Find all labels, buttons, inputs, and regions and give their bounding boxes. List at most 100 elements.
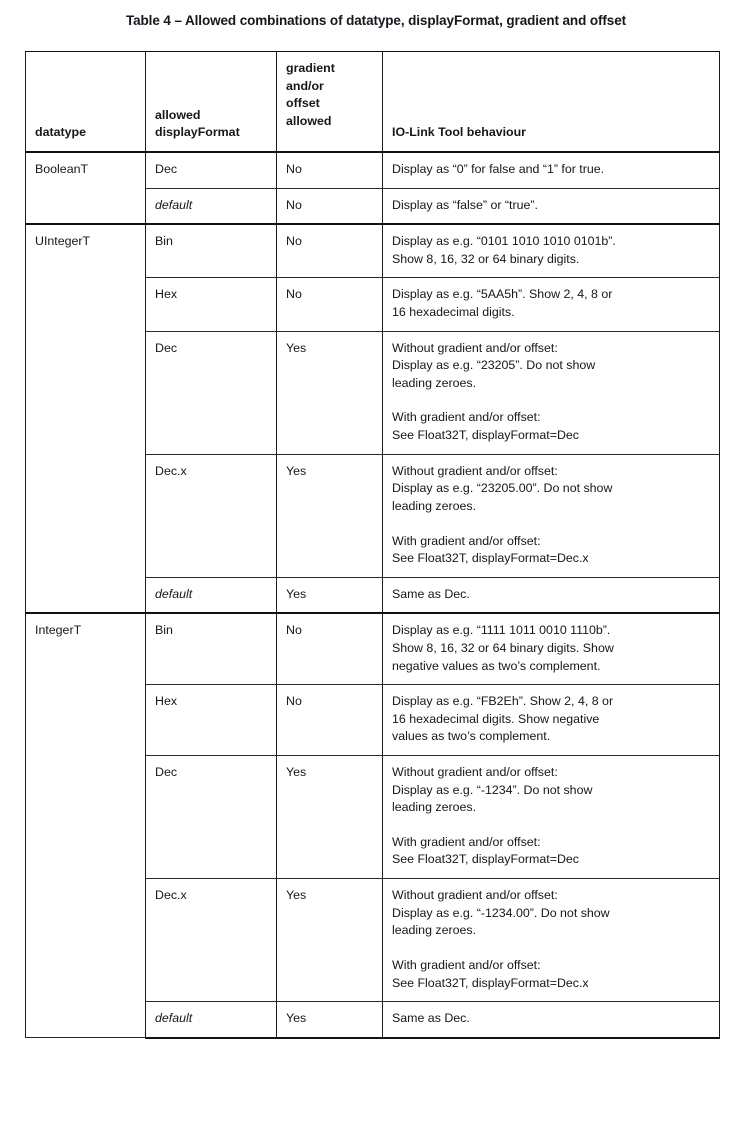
datatype-label: IntegerT — [35, 623, 82, 638]
behaviour-line: With gradient and/or offset: — [392, 533, 541, 548]
cell-display-format: Dec — [145, 151, 277, 189]
behaviour-line: Display as e.g. “-1234”. Do not show — [392, 782, 593, 797]
gradient-allowed-value: Yes — [286, 765, 307, 780]
behaviour-paragraph: Display as “0” for false and “1” for tru… — [392, 161, 710, 179]
cell-tool-behaviour: Without gradient and/or offset: Display a… — [382, 453, 720, 578]
behaviour-line: See Float32T, displayFormat=Dec — [392, 428, 579, 443]
display-format-label: Dec — [155, 765, 178, 780]
cell-datatype: IntegerT — [25, 612, 146, 1039]
display-format-label: Dec — [155, 340, 178, 355]
datatype-label: UIntegerT — [35, 234, 91, 249]
display-format-label: default — [155, 197, 193, 212]
cell-display-format: default — [145, 576, 277, 614]
behaviour-paragraph: Without gradient and/or offset: Display a… — [392, 340, 710, 393]
behaviour-line: Same as Dec. — [392, 1011, 470, 1026]
column-header-datatype-label: datatype — [35, 125, 86, 140]
behaviour-paragraph: With gradient and/or offset: See Float32T… — [392, 957, 710, 992]
behaviour-line: negative values as two’s complement. — [392, 658, 601, 673]
behaviour-line: leading zeroes. — [392, 498, 477, 513]
display-format-label: Bin — [155, 234, 173, 249]
gradient-allowed-value: No — [286, 162, 302, 176]
table-row: default Yes Same as Dec. — [26, 576, 720, 614]
gradient-allowed-value: No — [286, 287, 302, 302]
gradient-allowed-value: No — [286, 197, 302, 212]
gradient-allowed-value: Yes — [286, 340, 307, 355]
cell-gradient-allowed: Yes — [276, 330, 383, 455]
behaviour-line: Without gradient and/or offset: — [392, 765, 558, 780]
gradient-allowed-value: Yes — [286, 586, 307, 601]
behaviour-line: Display as e.g. “FB2Eh”. Show 2, 4, 8 or — [392, 694, 614, 709]
gradient-allowed-value: Yes — [286, 463, 307, 478]
display-format-label: Dec.x — [155, 888, 187, 903]
cell-gradient-allowed: Yes — [276, 453, 383, 578]
behaviour-paragraph: Display as e.g. “5AA5h”. Show 2, 4, 8 or… — [392, 286, 710, 321]
header-line: displayFormat — [155, 125, 240, 140]
header-line: allowed — [155, 107, 201, 122]
cell-tool-behaviour: Display as e.g. “FB2Eh”. Show 2, 4, 8 or… — [382, 684, 720, 757]
display-format-label: default — [155, 586, 193, 601]
cell-tool-behaviour: Without gradient and/or offset: Display a… — [382, 330, 720, 455]
behaviour-line: Display as e.g. “0101 1010 1010 0101b”. — [392, 234, 616, 249]
column-header-displayformat: allowed displayFormat — [145, 51, 277, 153]
table-row: default Yes Same as Dec. — [26, 1001, 720, 1039]
cell-gradient-allowed: No — [276, 684, 383, 757]
behaviour-line: leading zeroes. — [392, 375, 477, 390]
table-row: Dec.x Yes Without gradient and/or offset: D… — [26, 878, 720, 1003]
behaviour-paragraph: Without gradient and/or offset: Display a… — [392, 887, 710, 940]
behaviour-line: leading zeroes. — [392, 800, 477, 815]
behaviour-paragraph: Without gradient and/or offset: Display a… — [392, 764, 710, 817]
behaviour-paragraph: Without gradient and/or offset: Display a… — [392, 463, 710, 516]
table-row: default No Display as “false” or “true”. — [26, 187, 720, 225]
cell-tool-behaviour: Same as Dec. — [382, 1001, 720, 1039]
table-caption: Table 4 – Allowed combinations of dataty… — [125, 13, 627, 28]
behaviour-paragraph: Display as “false” or “true”. — [392, 197, 710, 215]
cell-display-format: Dec.x — [145, 453, 277, 578]
cell-display-format: Bin — [145, 612, 277, 686]
cell-tool-behaviour: Same as Dec. — [382, 576, 720, 614]
datatype-label: BooleanT — [35, 162, 89, 176]
display-format-label: default — [155, 1011, 193, 1026]
table-row: Dec Yes Without gradient and/or offset: Dis… — [26, 755, 720, 880]
cell-display-format: default — [145, 1001, 277, 1039]
cell-tool-behaviour: Display as e.g. “0101 1010 1010 0101b”. S… — [382, 223, 720, 279]
column-header-displayformat-lines: allowed displayFormat — [155, 107, 267, 142]
cell-gradient-allowed: Yes — [276, 576, 383, 614]
cell-gradient-allowed: Yes — [276, 755, 383, 880]
cell-gradient-allowed: No — [276, 187, 383, 225]
behaviour-paragraph: Same as Dec. — [392, 586, 710, 604]
behaviour-line: 16 hexadecimal digits. — [392, 305, 515, 320]
cell-display-format: Dec — [145, 330, 277, 455]
table-row: IntegerT Bin No Display as e.g. “1111 1011 … — [25, 612, 720, 1039]
behaviour-line: With gradient and/or offset: — [392, 834, 541, 849]
cell-gradient-allowed: No — [276, 223, 383, 279]
cell-gradient-allowed: No — [276, 277, 383, 332]
table-body: BooleanT Dec No Display as “0” for false an… — [25, 151, 720, 1039]
column-header-behaviour: IO-Link Tool behaviour — [382, 51, 720, 153]
display-format-label: Hex — [155, 287, 178, 302]
table-row: Hex No Display as e.g. “FB2Eh”. Show 2, 4,… — [26, 684, 720, 757]
header-line: gradient — [286, 61, 335, 75]
table-row: Dec.x Yes Without gradient and/or offset: D… — [26, 453, 720, 578]
behaviour-line: With gradient and/or offset: — [392, 410, 541, 425]
cell-display-format: Hex — [145, 684, 277, 757]
gradient-allowed-value: No — [286, 234, 302, 249]
behaviour-line: Display as e.g. “1111 1011 0010 1110b”. — [392, 623, 611, 638]
column-header-behaviour-label: IO-Link Tool behaviour — [392, 125, 527, 140]
header-line: offset — [286, 96, 320, 111]
behaviour-line: Display as e.g. “-1234.00”. Do not show — [392, 905, 610, 920]
behaviour-line: Same as Dec. — [392, 586, 470, 601]
table-header-row: datatype allowed displayFormat gradient … — [25, 51, 720, 153]
gradient-allowed-value: Yes — [286, 888, 307, 903]
display-format-label: Dec — [155, 162, 178, 176]
cell-tool-behaviour: Display as e.g. “5AA5h”. Show 2, 4, 8 or… — [382, 277, 720, 332]
cell-tool-behaviour: Display as e.g. “1111 1011 0010 1110b”. S… — [382, 612, 720, 686]
display-format-label: Bin — [155, 623, 173, 638]
cell-datatype: UIntegerT — [25, 223, 146, 614]
behaviour-line: Display as e.g. “23205.00”. Do not show — [392, 481, 613, 496]
behaviour-line: leading zeroes. — [392, 923, 477, 938]
table-row: Hex No Display as e.g. “5AA5h”. Show 2, 4,… — [26, 277, 720, 332]
cell-display-format: Bin — [145, 223, 277, 279]
gradient-allowed-value: No — [286, 623, 302, 638]
behaviour-line: 16 hexadecimal digits. Show negative — [392, 711, 600, 726]
behaviour-line: Without gradient and/or offset: — [392, 463, 558, 478]
